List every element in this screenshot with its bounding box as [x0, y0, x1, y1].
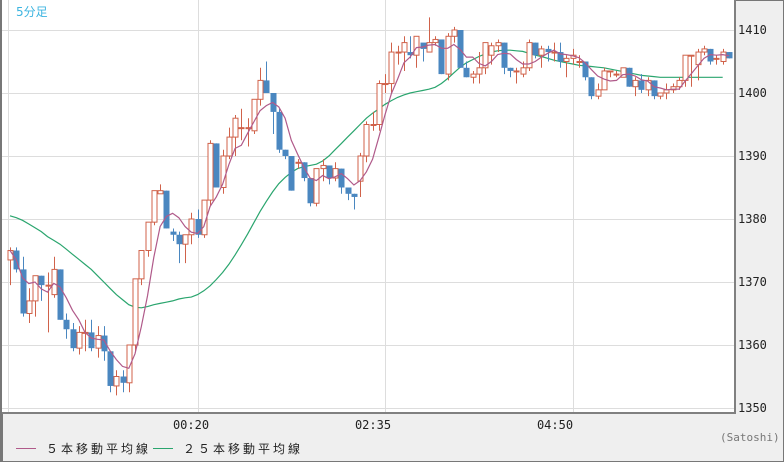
legend-ma5: ５本移動平均線 [16, 440, 151, 457]
y-tick-1390: 1390 [738, 149, 767, 163]
x-tick-0235: 02:35 [354, 418, 392, 432]
x-tick-0450: 04:50 [536, 418, 574, 432]
x-tick-0020: 00:20 [172, 418, 210, 432]
y-tick-1400: 1400 [738, 86, 767, 100]
credit-label: (Satoshi) [720, 431, 780, 444]
y-tick-1380: 1380 [738, 212, 767, 226]
y-tick-1410: 1410 [738, 23, 767, 37]
y-tick-1360: 1360 [738, 338, 767, 352]
legend-ma25: ２５本移動平均線 [153, 440, 303, 457]
ma5-swatch-icon [16, 448, 36, 449]
plot-area: 5分足 [2, 0, 736, 414]
candlestick-chart [2, 0, 734, 412]
ma25-swatch-icon [153, 448, 173, 449]
y-tick-1370: 1370 [738, 275, 767, 289]
legend-ma25-label: ２５本移動平均線 [183, 442, 304, 456]
timeframe-label: 5分足 [16, 5, 48, 19]
y-tick-1350: 1350 [738, 401, 767, 415]
legend-ma5-label: ５本移動平均線 [46, 442, 152, 456]
